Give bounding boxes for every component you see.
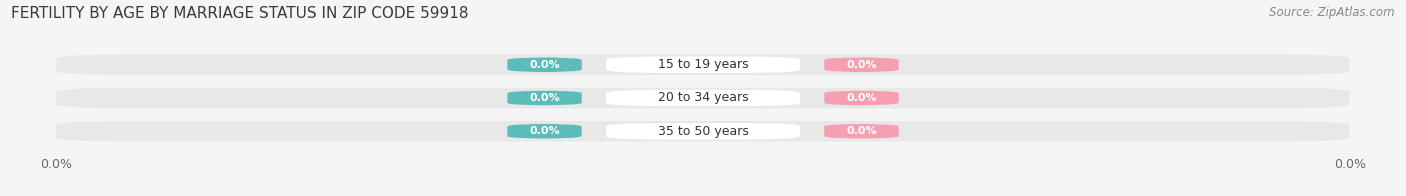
Text: 0.0%: 0.0%: [529, 126, 560, 136]
Text: 0.0%: 0.0%: [846, 93, 877, 103]
FancyBboxPatch shape: [508, 57, 582, 72]
Text: 15 to 19 years: 15 to 19 years: [658, 58, 748, 71]
FancyBboxPatch shape: [606, 123, 800, 140]
Text: 0.0%: 0.0%: [846, 60, 877, 70]
Text: 0.0%: 0.0%: [529, 60, 560, 70]
Text: 35 to 50 years: 35 to 50 years: [658, 125, 748, 138]
FancyBboxPatch shape: [824, 57, 898, 72]
FancyBboxPatch shape: [56, 88, 1350, 108]
Text: 20 to 34 years: 20 to 34 years: [658, 92, 748, 104]
FancyBboxPatch shape: [508, 91, 582, 105]
FancyBboxPatch shape: [824, 124, 898, 139]
FancyBboxPatch shape: [508, 124, 582, 139]
Text: FERTILITY BY AGE BY MARRIAGE STATUS IN ZIP CODE 59918: FERTILITY BY AGE BY MARRIAGE STATUS IN Z…: [11, 6, 468, 21]
FancyBboxPatch shape: [606, 56, 800, 73]
Text: Source: ZipAtlas.com: Source: ZipAtlas.com: [1270, 6, 1395, 19]
FancyBboxPatch shape: [56, 54, 1350, 75]
FancyBboxPatch shape: [606, 90, 800, 106]
FancyBboxPatch shape: [56, 121, 1350, 142]
FancyBboxPatch shape: [824, 91, 898, 105]
Text: 0.0%: 0.0%: [529, 93, 560, 103]
Text: 0.0%: 0.0%: [846, 126, 877, 136]
